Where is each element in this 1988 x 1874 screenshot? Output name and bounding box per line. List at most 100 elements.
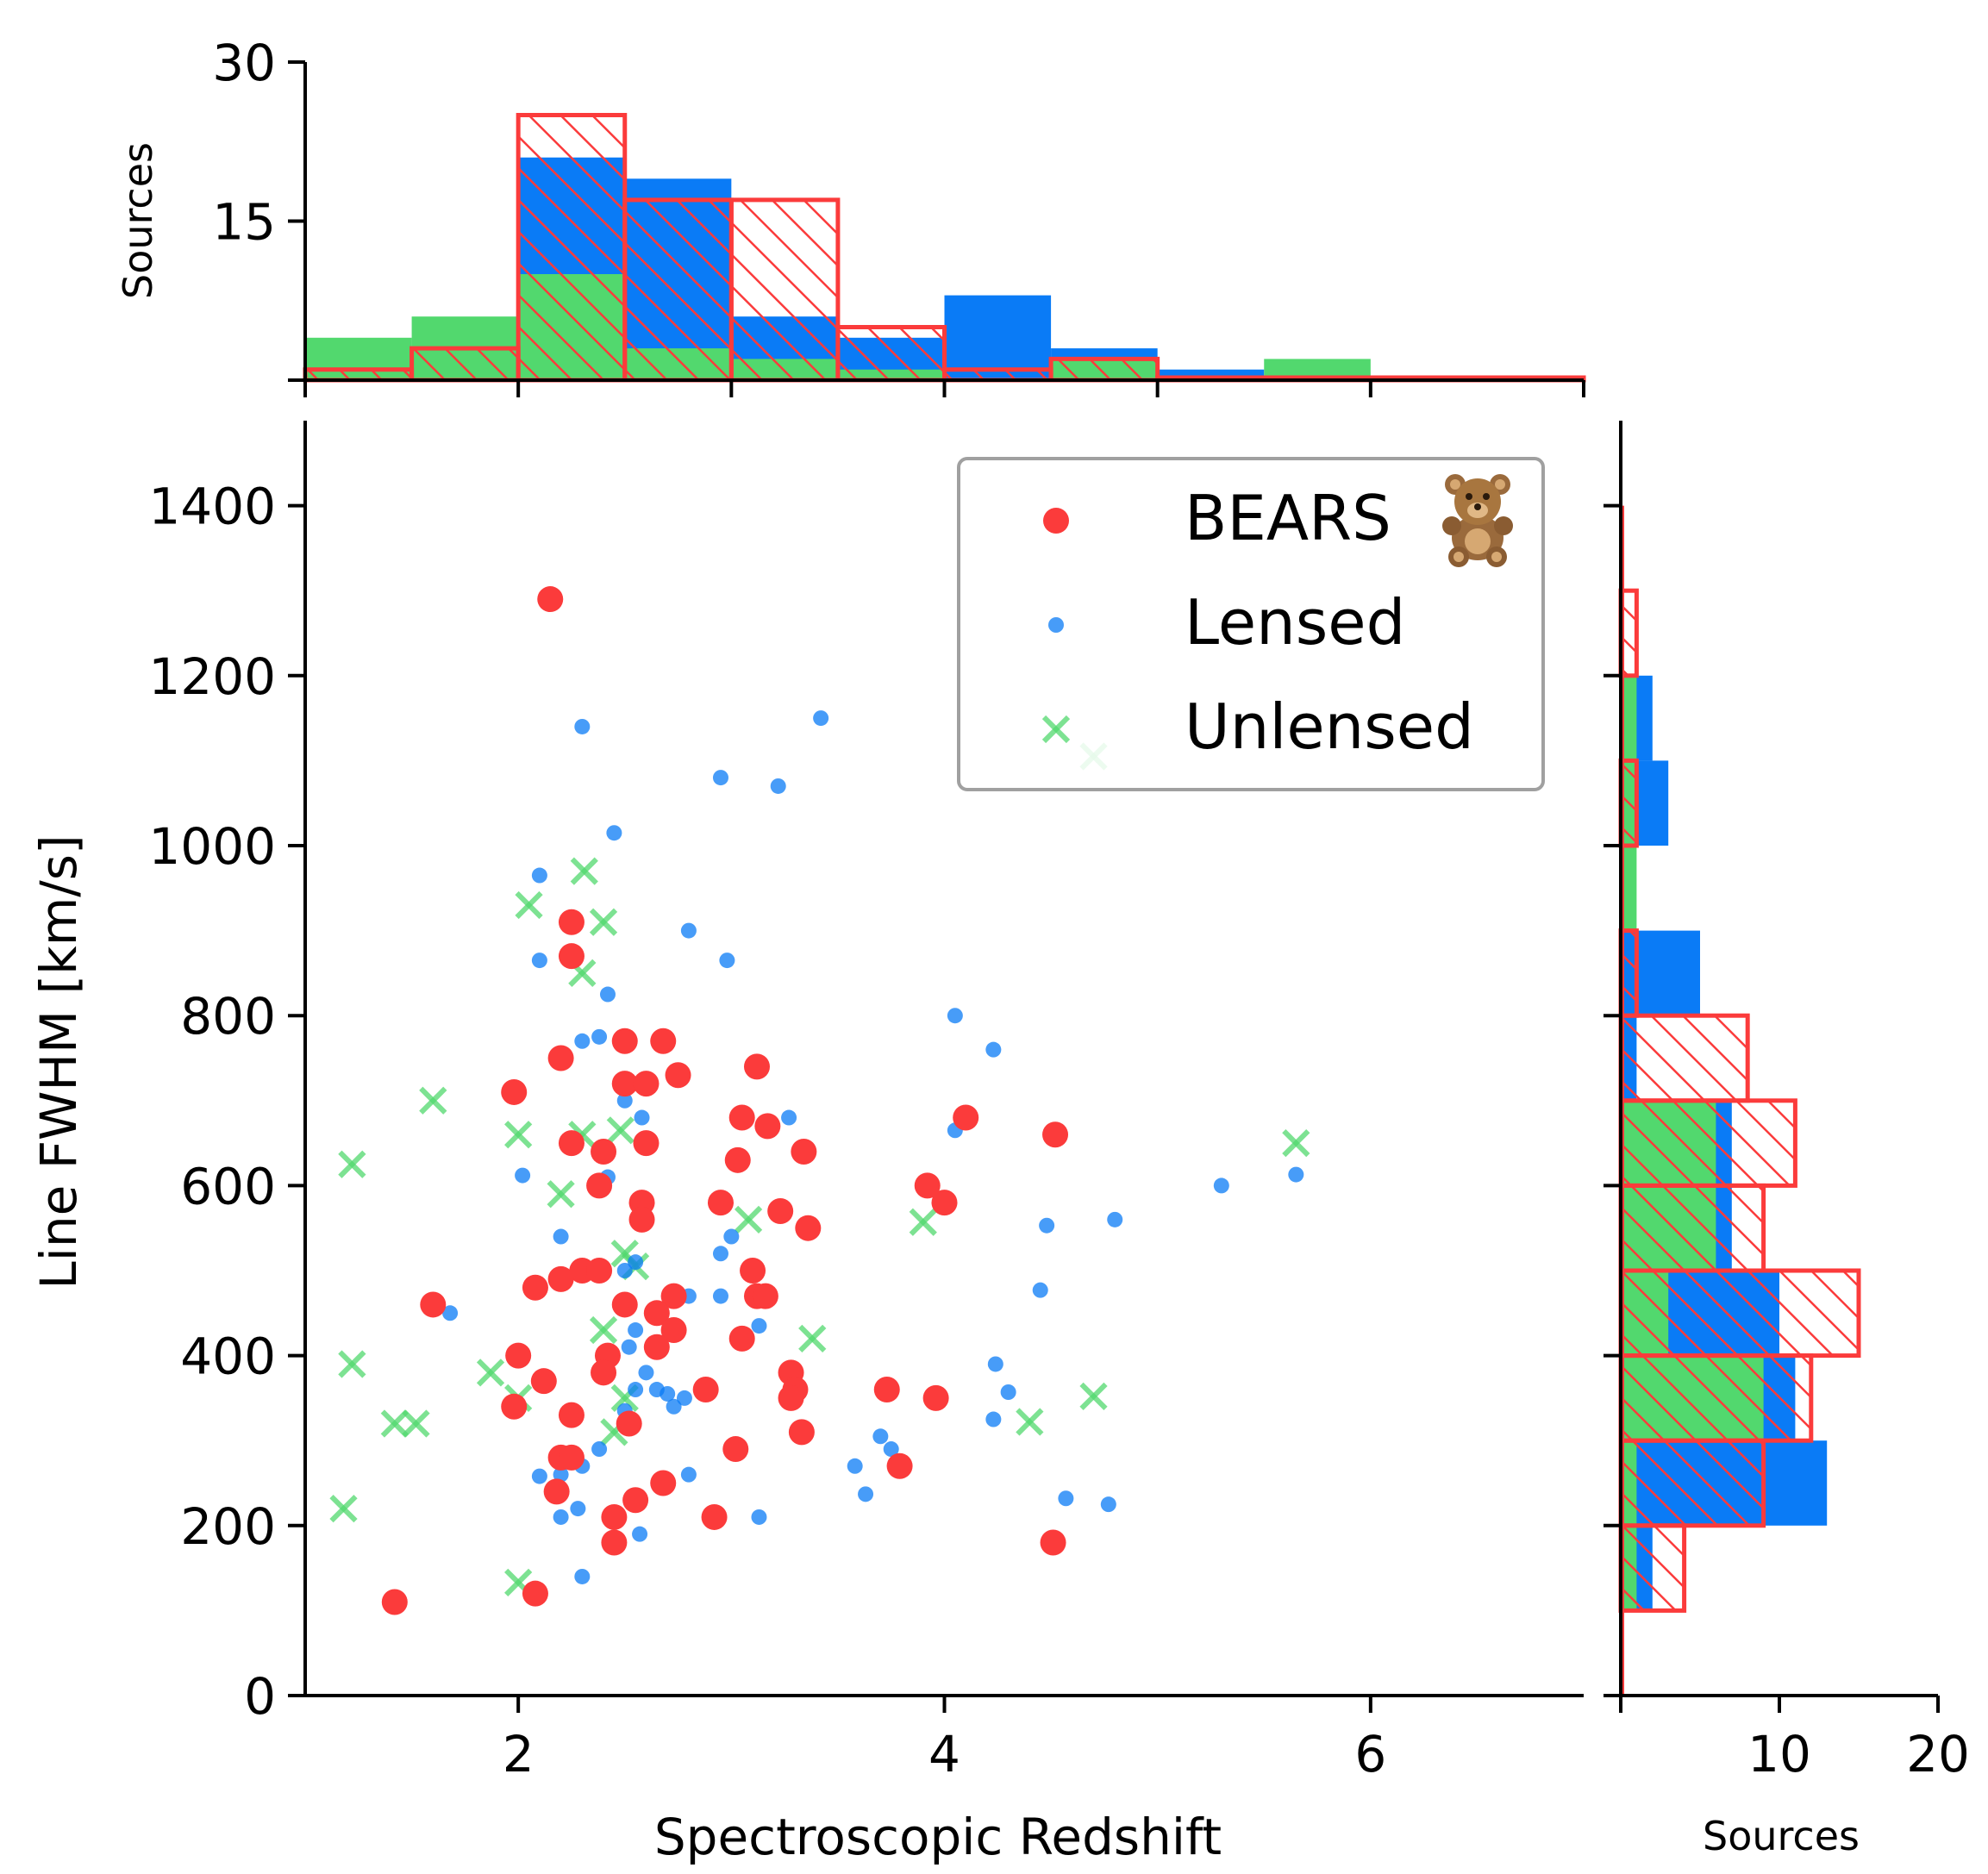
- scatter-panel: 0 200 400 600 800 1000 1200 1400 2 4 6 Spectroscop…: [29, 421, 1584, 1866]
- scatter-point-bears: [420, 1291, 447, 1318]
- y-tick-label: 600: [180, 1157, 276, 1215]
- scatter-point-lensed: [985, 1041, 1002, 1058]
- scatter-point-bears: [601, 1529, 628, 1556]
- legend-marker-lensed: [1048, 617, 1064, 633]
- scatter-point-bears: [922, 1384, 949, 1411]
- scatter-point-lensed: [712, 770, 728, 786]
- scatter-point-lensed: [531, 867, 547, 884]
- scatter-point-unlensed: [329, 1494, 358, 1523]
- scatter-point-lensed: [858, 1486, 874, 1502]
- scatter-point-bears: [707, 1190, 734, 1216]
- right-hist-bar-bears: [1618, 1098, 1797, 1188]
- scatter-point-lensed: [574, 1568, 591, 1584]
- y-tick-label: 1400: [148, 478, 276, 536]
- scatter-point-lensed: [574, 718, 591, 734]
- top-hist-y-tick-label: 30: [212, 34, 276, 92]
- scatter-point-lensed: [770, 778, 786, 794]
- scatter-point-lensed: [628, 1254, 644, 1271]
- scatter-point-bears: [611, 1071, 638, 1097]
- scatter-point-lensed: [985, 1411, 1002, 1427]
- scatter-point-lensed: [553, 1509, 569, 1525]
- scatter-point-lensed: [1288, 1166, 1304, 1183]
- legend-marker-unlensed: [1041, 715, 1071, 744]
- legend-frame: [957, 457, 1545, 791]
- scatter-point-bears: [767, 1197, 794, 1224]
- top-histogram-bars: [303, 113, 1586, 383]
- scatter-point-lensed: [813, 710, 829, 727]
- legend-entry-unlensed: Unlensed: [1041, 690, 1474, 763]
- scatter-point-bears: [586, 1258, 613, 1284]
- scatter-point-bears: [740, 1258, 766, 1284]
- right-hist-bar-bears: [1618, 1268, 1861, 1359]
- scatter-point-bears: [1040, 1529, 1066, 1556]
- scatter-point-unlensed: [589, 908, 618, 936]
- scatter-point-unlensed: [402, 1409, 430, 1438]
- scatter-point-lensed: [781, 1109, 797, 1126]
- scatter-point-unlensed: [476, 1359, 505, 1387]
- scatter-point-bears: [886, 1452, 913, 1479]
- scatter-point-bears: [381, 1589, 408, 1615]
- scatter-point-lensed: [621, 1339, 637, 1355]
- right-histogram-xlabel: Sources: [1703, 1813, 1860, 1859]
- legend: BEARS Len: [957, 457, 1545, 791]
- right-hist-bar-bears: [1618, 1183, 1766, 1273]
- x-tick-label: 6: [1354, 1725, 1386, 1783]
- right-histogram-panel: 10 20 Sources: [1604, 421, 1970, 1859]
- right-hist-bar-bears: [1618, 1353, 1814, 1443]
- scatter-point-unlensed: [909, 1208, 937, 1236]
- scatter-point-lensed: [712, 1288, 728, 1304]
- legend-label-bears: BEARS: [1185, 482, 1391, 554]
- x-tick-label: 2: [503, 1725, 535, 1783]
- top-hist-bar-bears: [516, 113, 628, 383]
- scatter-point-bears: [650, 1028, 677, 1054]
- scatter-point-bears: [1042, 1121, 1069, 1148]
- y-tick-label: 800: [180, 987, 276, 1046]
- scatter-point-lensed: [712, 1246, 728, 1262]
- scatter-point-lensed: [553, 1466, 569, 1483]
- scatter-point-bears: [643, 1300, 670, 1327]
- scatter-point-unlensed: [734, 1205, 763, 1234]
- scatter-axes: 0 200 400 600 800 1000 1200 1400 2 4 6: [148, 421, 1584, 1783]
- scatter-point-unlensed: [504, 1121, 533, 1149]
- scatter-point-bears: [547, 1265, 574, 1292]
- scatter-point-unlensed: [1016, 1408, 1044, 1436]
- scatter-point-lensed: [638, 1365, 654, 1381]
- scatter-point-lensed: [947, 1008, 963, 1024]
- scatter-point-lensed: [1058, 1490, 1074, 1507]
- right-hist-bar-unlensed: [1621, 846, 1637, 931]
- scatter-point-lensed: [987, 1356, 1003, 1372]
- scatter-point-bears: [501, 1393, 528, 1420]
- scatter-point-bears: [931, 1190, 958, 1216]
- scatter-point-bears: [722, 1436, 749, 1463]
- scatter-point-lensed: [531, 1468, 547, 1484]
- scatter-point-bears: [543, 1478, 570, 1505]
- top-hist-bar-bears: [728, 197, 841, 383]
- scatter-point-lensed: [1039, 1217, 1055, 1234]
- scatter-point-bears: [778, 1384, 804, 1411]
- scatter-point-bears: [633, 1071, 660, 1097]
- scatter-point-unlensed: [570, 857, 598, 885]
- scatter-point-lensed: [883, 1441, 899, 1458]
- top-hist-bar-bears: [835, 325, 947, 383]
- scatter-point-bears: [558, 909, 585, 935]
- top-hist-y-tick-label: 15: [212, 193, 276, 252]
- scatter-point-bears: [591, 1359, 617, 1386]
- scatter-point-unlensed: [798, 1324, 827, 1353]
- scatter-point-unlensed: [338, 1150, 366, 1178]
- x-tick-label: 4: [928, 1725, 960, 1783]
- scatter-point-unlensed: [419, 1086, 447, 1115]
- scatter-point-lensed: [634, 1109, 650, 1126]
- right-hist-bar-unlensed: [1621, 675, 1637, 761]
- scatter-point-lensed: [591, 1028, 608, 1045]
- scatter-point-unlensed: [380, 1409, 409, 1438]
- scatter-point-bears: [660, 1283, 687, 1309]
- scatter-point-bears: [953, 1104, 979, 1131]
- scatter-point-bears: [743, 1053, 770, 1080]
- scatter-point-bears: [522, 1580, 548, 1607]
- scatter-point-bears: [622, 1487, 649, 1514]
- scatter-point-bears: [795, 1215, 822, 1241]
- scatter-point-lensed: [680, 1466, 697, 1483]
- teddy-bear-icon: [1442, 474, 1513, 567]
